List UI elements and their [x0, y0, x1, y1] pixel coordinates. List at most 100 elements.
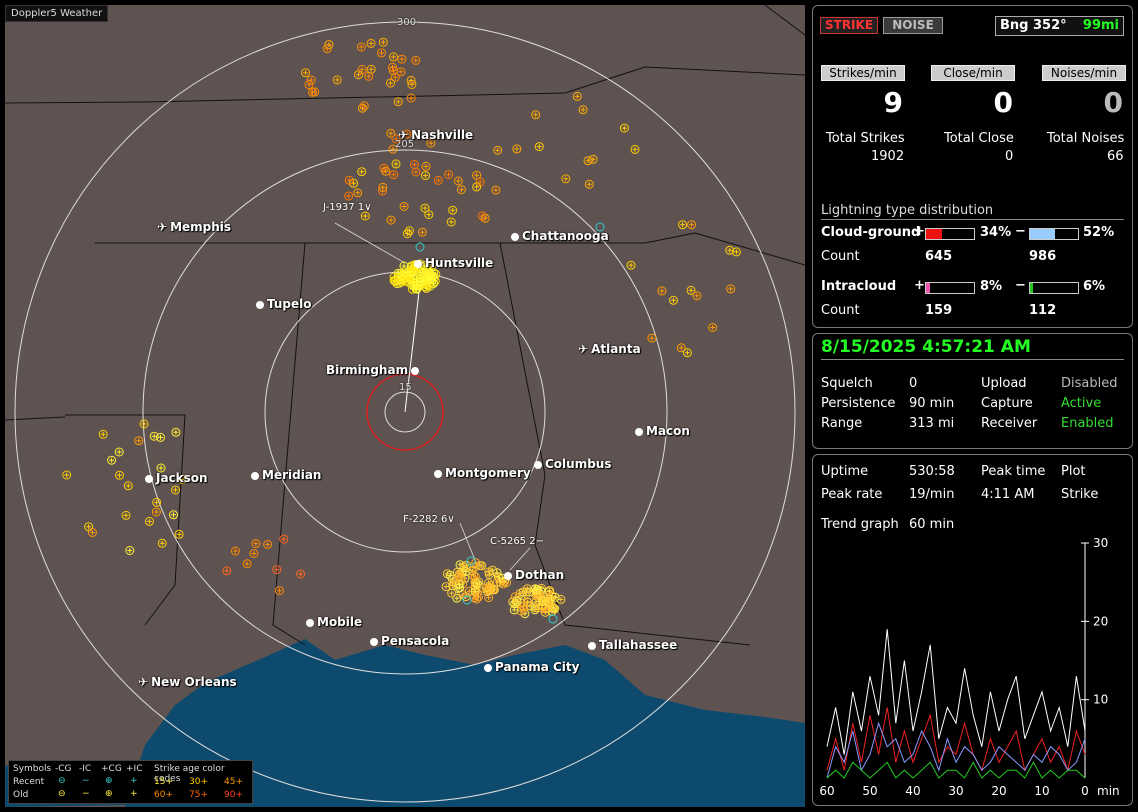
map-canvas [5, 5, 805, 807]
strike-marker-cross [463, 569, 469, 574]
strike-marker [171, 427, 181, 437]
strike-marker-cross [116, 449, 122, 455]
strike-marker-cross [388, 80, 393, 86]
strike-marker-cross [472, 589, 478, 595]
strike-marker [731, 247, 741, 257]
strike-marker [249, 549, 259, 558]
strike-marker [381, 166, 391, 176]
strike-marker-cross [426, 212, 432, 218]
plot-value[interactable]: Strike [1061, 487, 1099, 502]
trend-graph: 30 20 10 60 50 40 30 20 10 0 min [819, 536, 1119, 798]
strike-marker-cross [524, 586, 530, 592]
trend-x-tick: 30 [948, 784, 963, 798]
strike-mode-button[interactable]: STRIKE [820, 17, 878, 34]
strike-marker [421, 161, 431, 171]
ic-negative-pct: 6% [1083, 279, 1106, 294]
strike-marker-cross [359, 169, 365, 175]
ring-label-middle: 205 [395, 139, 415, 150]
intracloud-label: Intracloud [821, 279, 897, 294]
strike-marker-cross [391, 54, 396, 60]
noises-per-min-header[interactable]: Noises/min [1042, 65, 1126, 81]
upload-value[interactable]: Disabled [1061, 376, 1118, 391]
trend-x-tick: 50 [862, 784, 877, 798]
storm-label-c[interactable]: C-5265 2− [490, 536, 544, 547]
strike-marker-cross [649, 335, 655, 341]
trend-x-tick: 0 [1081, 784, 1089, 798]
strike-marker [417, 227, 427, 237]
cg-negative-bar [1029, 228, 1079, 240]
strike-marker-cross [298, 571, 304, 577]
strike-marker [484, 593, 494, 603]
strike-marker [377, 48, 386, 58]
strike-marker-cross [393, 136, 399, 142]
persistence-value[interactable]: 90 min [909, 396, 955, 411]
strike-marker [174, 529, 184, 539]
strike-marker [356, 42, 366, 52]
strike-marker [406, 93, 416, 103]
strike-marker-cross [408, 95, 414, 101]
strike-marker [441, 582, 451, 592]
strike-marker-cross [100, 431, 106, 437]
city-dot-icon [511, 233, 519, 241]
strike-marker-cross [491, 587, 497, 593]
strike-marker-cross [514, 598, 520, 604]
storm-label-f[interactable]: F-2282 6∨ [403, 514, 455, 525]
old-neg-cg-icon: ⊖ [58, 789, 66, 799]
cloud-ground-label: Cloud-ground [821, 225, 921, 240]
strike-marker-cross [173, 429, 179, 435]
ic-plus-sign: + [914, 278, 925, 293]
bearing-value: Bng 352° [1000, 18, 1067, 33]
strike-marker-cross [125, 483, 131, 489]
city-pensacola: Pensacola [370, 634, 449, 648]
strike-marker [251, 539, 261, 549]
recent-strike-marker [462, 595, 472, 605]
strike-marker-cross [410, 282, 416, 288]
trend-y-tick: 30 [1093, 536, 1108, 550]
old-pos-ic-icon: + [130, 789, 138, 799]
lightning-map[interactable]: Doppler5 Weather 300 205 15 ✈ Nashville ✈… [5, 5, 805, 807]
receiver-value[interactable]: Enabled [1061, 416, 1114, 431]
strike-marker [692, 291, 702, 301]
strike-marker [114, 447, 124, 457]
strike-marker [402, 129, 412, 139]
close-per-min-header[interactable]: Close/min [931, 65, 1015, 81]
ic-negative-fill [1030, 283, 1033, 293]
city-dot-icon [534, 461, 542, 469]
storm-label-j[interactable]: J-1937 1∨ [323, 202, 372, 213]
strike-marker-cross [394, 281, 400, 287]
squelch-value[interactable]: 0 [909, 376, 918, 391]
strike-marker [453, 583, 463, 593]
strikes-per-min-header[interactable]: Strikes/min [821, 65, 905, 81]
trend-window-value[interactable]: 60 min [909, 517, 955, 532]
city-panama-city: Panama City [484, 660, 579, 674]
strike-marker-cross [158, 465, 164, 471]
strike-marker [572, 91, 582, 101]
strike-marker-cross [459, 575, 464, 581]
strike-marker [393, 97, 403, 107]
strike-marker [306, 75, 316, 85]
strike-marker [357, 65, 367, 74]
strike-marker-cross [460, 592, 466, 598]
peak-rate-value: 19/min [909, 487, 955, 502]
strike-marker [448, 205, 458, 215]
cg-positive-count: 645 [925, 249, 953, 264]
upload-label: Upload [981, 376, 1027, 391]
city-dot-icon [504, 572, 512, 580]
strike-marker-cross [418, 271, 424, 277]
strike-marker-cross [585, 158, 591, 164]
strike-marker-cross [224, 568, 230, 574]
range-value[interactable]: 313 mi [909, 416, 955, 431]
strike-marker-cross [474, 184, 480, 190]
peak-time-label: Peak time [981, 464, 1046, 479]
strike-marker [453, 176, 463, 186]
strike-marker [177, 474, 187, 484]
capture-value[interactable]: Active [1061, 396, 1102, 411]
strike-marker-cross [64, 472, 70, 478]
noise-mode-button[interactable]: NOISE [883, 17, 943, 34]
legend-old-label: Old [13, 790, 29, 800]
strike-marker [378, 182, 388, 192]
strike-marker [149, 431, 159, 441]
strike-marker-cross [455, 585, 461, 591]
strike-stats-panel: STRIKE NOISE Bng 352° 99mi Strikes/min C… [812, 5, 1133, 328]
strike-marker-cross [388, 217, 394, 223]
